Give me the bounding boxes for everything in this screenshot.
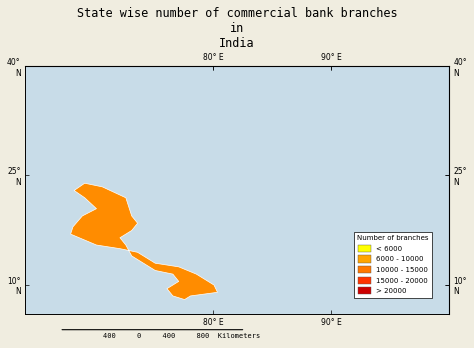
Title: State wise number of commercial bank branches
in
India: State wise number of commercial bank bra… [77, 7, 397, 50]
Legend: < 6000, 6000 - 10000, 10000 - 15000, 15000 - 20000, > 20000: < 6000, 6000 - 10000, 10000 - 15000, 150… [354, 232, 432, 298]
Text: 400     0     400     800  Kilometers: 400 0 400 800 Kilometers [103, 333, 261, 339]
